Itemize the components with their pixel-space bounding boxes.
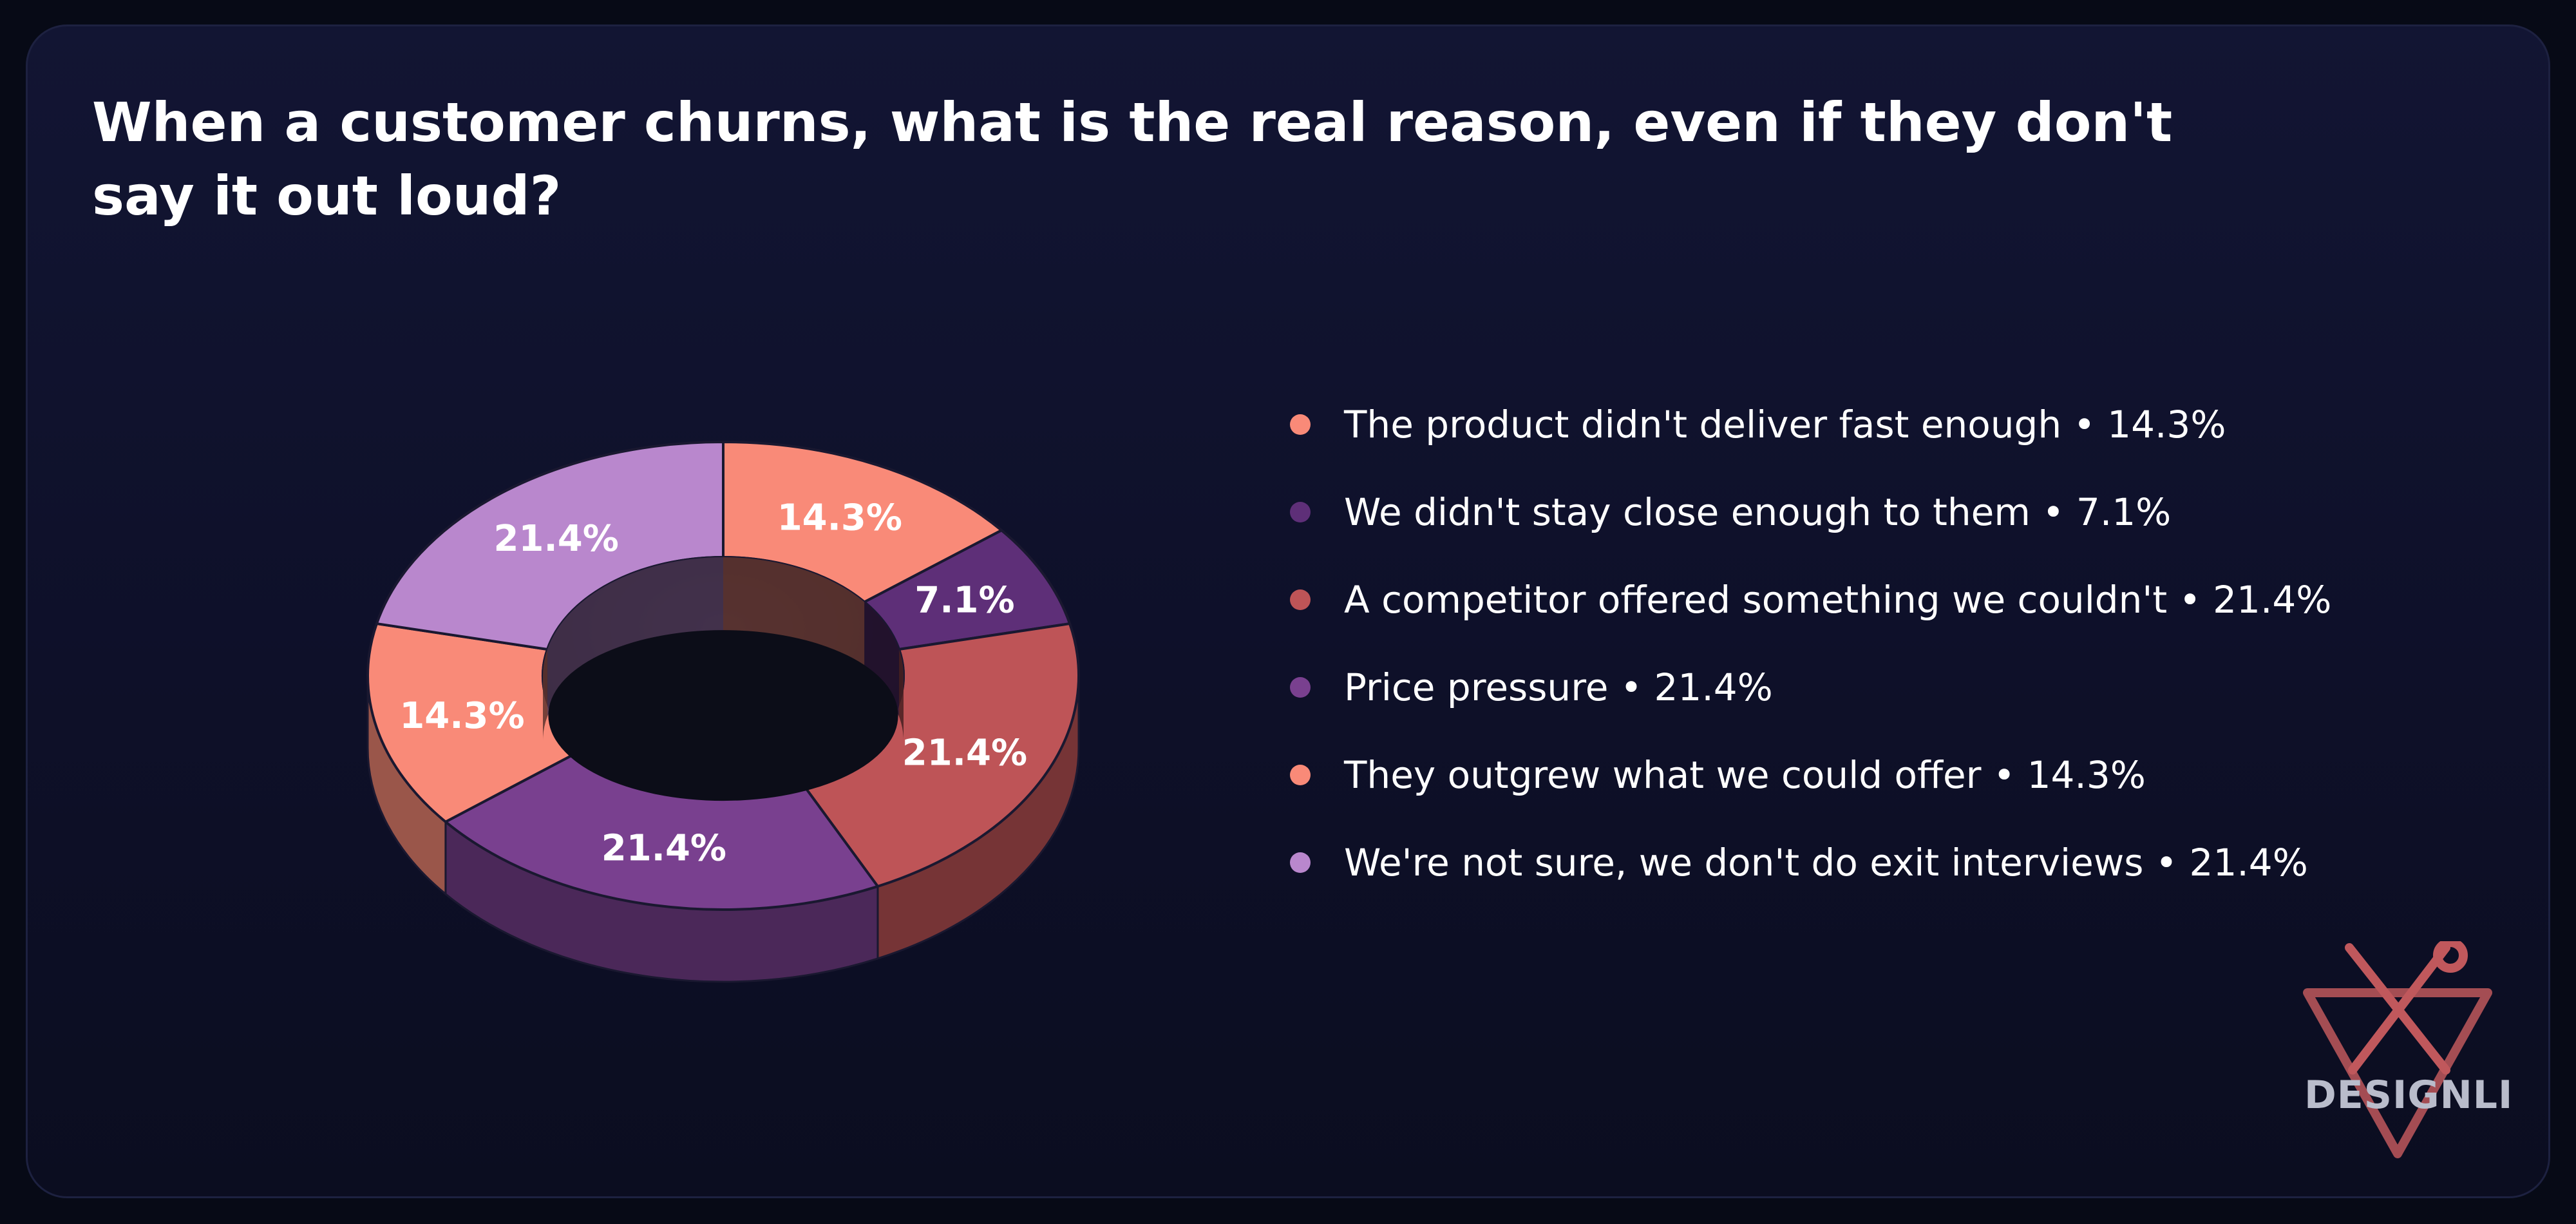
legend-swatch <box>1290 414 1311 435</box>
donut-hole-floor <box>548 630 898 801</box>
legend-item: Price pressure • 21.4% <box>1290 644 2331 731</box>
donut-inner-wall <box>898 649 904 741</box>
legend-label: We're not sure, we don't do exit intervi… <box>1344 841 2308 885</box>
legend-item: The product didn't deliver fast enough •… <box>1290 381 2331 468</box>
legend-label: The product didn't deliver fast enough •… <box>1344 403 2226 446</box>
slice-label: 14.3% <box>777 497 902 539</box>
legend-swatch <box>1290 677 1311 698</box>
legend-item: We didn't stay close enough to them • 7.… <box>1290 468 2331 556</box>
donut-inner-wall <box>723 557 865 673</box>
designli-logo-icon <box>2303 941 2492 1158</box>
donut-chart: 14.3% 7.1% 21.4% 21.4% 14.3% 21.4% <box>366 441 1080 983</box>
legend-label: A competitor offered something we couldn… <box>1344 578 2332 622</box>
legend-item: We're not sure, we don't do exit intervi… <box>1290 819 2331 906</box>
slice-label: 21.4% <box>494 518 619 560</box>
donut-inner-wall <box>864 602 899 717</box>
legend-item: They outgrew what we could offer • 14.3% <box>1290 731 2331 819</box>
legend-swatch <box>1290 765 1311 785</box>
legend: The product didn't deliver fast enough •… <box>1290 381 2331 906</box>
chart-card: When a customer churns, what is the real… <box>26 24 2550 1198</box>
donut-inner-wall <box>547 557 723 717</box>
legend-label: They outgrew what we could offer • 14.3% <box>1344 753 2146 797</box>
legend-item: A competitor offered something we couldn… <box>1290 556 2331 644</box>
legend-label: We didn't stay close enough to them • 7.… <box>1344 490 2172 534</box>
legend-label: Price pressure • 21.4% <box>1344 665 1773 709</box>
legend-swatch <box>1290 502 1311 522</box>
slice-label: 21.4% <box>601 828 726 870</box>
legend-swatch <box>1290 852 1311 873</box>
donut-inner-wall <box>543 649 548 741</box>
slice-label: 21.4% <box>902 732 1027 774</box>
chart-title: When a customer churns, what is the real… <box>92 91 2173 227</box>
logo-text: DESIGNLI <box>2304 1073 2514 1118</box>
legend-swatch <box>1290 589 1311 610</box>
slice-label: 14.3% <box>399 695 524 737</box>
slice-label: 7.1% <box>914 579 1014 621</box>
